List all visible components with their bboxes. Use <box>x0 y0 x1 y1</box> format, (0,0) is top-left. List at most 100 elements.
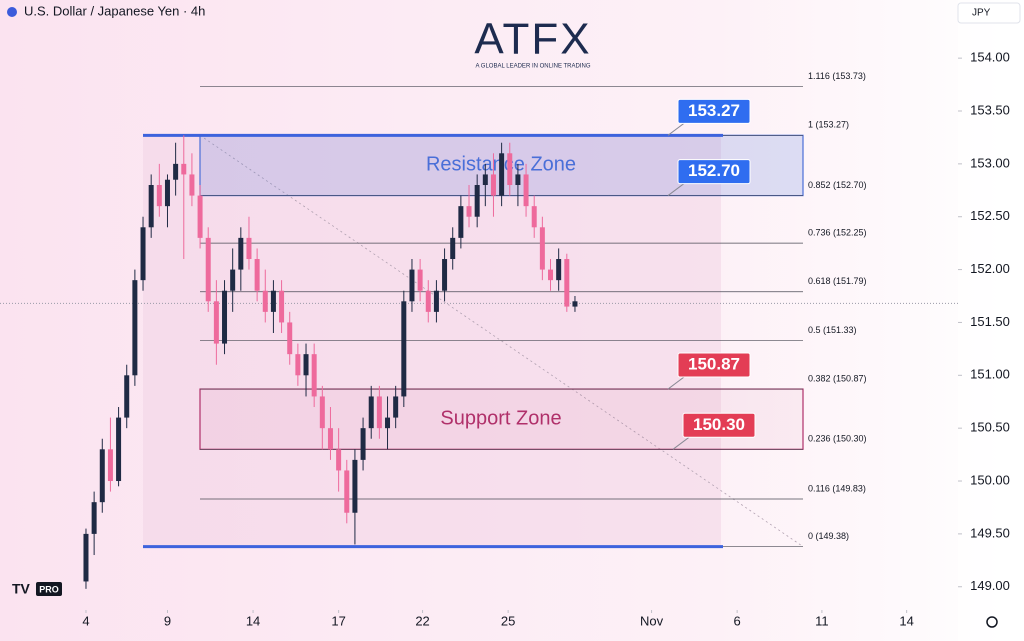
y-tick-label: 149.50 <box>970 525 1010 540</box>
candle-body <box>417 269 423 291</box>
candle-body <box>164 179 170 207</box>
logo-tagline: A GLOBAL LEADER IN ONLINE TRADING <box>475 64 590 70</box>
candle-body <box>507 153 513 186</box>
candle-body <box>336 449 342 471</box>
candle-body <box>222 290 228 344</box>
y-tick-label: 152.50 <box>970 208 1010 223</box>
candle-body <box>515 174 521 186</box>
candle-body <box>173 163 179 180</box>
callout-box <box>677 98 751 124</box>
callout-box <box>677 159 751 185</box>
flag-icon <box>7 7 17 17</box>
candle-body <box>181 163 187 175</box>
fib-label: 0.736 (152.25) <box>808 228 867 238</box>
callout-box <box>677 352 751 378</box>
x-tick-label: 25 <box>501 613 515 628</box>
fib-label: 1.116 (153.73) <box>808 71 866 81</box>
candle-body <box>91 502 97 534</box>
callout-label: 152.70 <box>688 161 740 180</box>
x-tick-label: 4 <box>82 613 89 628</box>
callout-box <box>682 412 756 438</box>
y-tick-label: 151.50 <box>970 314 1010 329</box>
candle-body <box>539 227 545 270</box>
candle-body <box>490 174 496 196</box>
candle-body <box>376 396 382 429</box>
candle-body <box>132 280 138 376</box>
x-tick-label: 14 <box>246 613 260 628</box>
guide-line <box>199 134 804 547</box>
plot-area: 149.00 149.50 150.00 150.50 151.00 151.50 152.… <box>0 50 1010 628</box>
candle-body <box>499 153 505 196</box>
logo: ATFX <box>474 15 591 64</box>
candle-body <box>254 259 260 291</box>
price-scale-bg <box>958 0 1024 641</box>
y-tick-label: 153.50 <box>970 102 1010 117</box>
candle-body <box>319 396 325 429</box>
candle-body <box>327 428 333 450</box>
candle-body <box>433 290 439 312</box>
fib-label: 0.382 (150.87) <box>808 373 867 383</box>
candle-body <box>474 185 480 217</box>
candle-body <box>246 237 252 260</box>
candle-body <box>466 206 472 217</box>
candle-body <box>352 459 358 513</box>
candle-body <box>238 237 244 270</box>
candle-body <box>450 237 456 260</box>
candle-body <box>83 533 89 582</box>
candle-body <box>368 396 374 429</box>
zone-label: Support Zone <box>440 407 561 429</box>
candle-body <box>393 396 399 418</box>
fib-label: 1 (153.27) <box>808 120 849 130</box>
candle-body <box>523 174 529 207</box>
candle-body <box>124 375 130 418</box>
candle-body <box>148 185 154 228</box>
candle-body <box>230 269 236 291</box>
range-shade <box>143 135 721 547</box>
candle-body <box>458 206 464 238</box>
fib-label: 0.116 (149.83) <box>808 483 866 493</box>
candle-body <box>556 259 562 281</box>
candle-body <box>99 449 105 503</box>
callout-pointer <box>667 376 685 390</box>
candle-body <box>287 322 293 355</box>
candle-body <box>360 428 366 460</box>
candle-body <box>140 227 146 281</box>
candle-body <box>279 290 285 323</box>
fib-label: 0 (149.38) <box>808 531 849 541</box>
candle-body <box>189 174 195 196</box>
candle-body <box>262 290 268 312</box>
candle-body <box>156 185 162 207</box>
settings-icon[interactable] <box>986 616 998 628</box>
candle-body <box>311 354 317 397</box>
fib-label: 0.852 (152.70) <box>808 180 867 190</box>
candle-body <box>213 301 219 344</box>
y-tick-label: 149.00 <box>970 578 1010 593</box>
candle-body <box>270 290 276 312</box>
fib-label: 0.618 (151.79) <box>808 276 867 286</box>
candle-body <box>425 290 431 312</box>
candle-body <box>409 269 415 302</box>
candle-body <box>564 259 570 307</box>
candle-body <box>116 417 122 482</box>
tv-logo: TV <box>12 581 31 597</box>
candle-body <box>205 237 211 302</box>
x-tick-label: 14 <box>899 613 913 628</box>
candle-body <box>107 449 113 482</box>
symbol-title: U.S. Dollar / Japanese Yen · 4h <box>24 3 205 18</box>
callout-label: 150.30 <box>693 415 745 434</box>
x-tick-label: 9 <box>164 613 171 628</box>
y-tick-label: 154.00 <box>970 50 1010 65</box>
x-tick-label: Nov <box>640 613 664 628</box>
fib-label: 0.5 (151.33) <box>808 325 857 335</box>
callout-label: 150.87 <box>688 355 740 374</box>
callout-pointer <box>667 122 685 136</box>
candle-body <box>295 354 301 376</box>
currency: JPY <box>972 8 991 19</box>
x-tick-label: 11 <box>815 613 829 628</box>
x-tick-label: 22 <box>415 613 429 628</box>
candle-body <box>344 470 350 513</box>
candle-body <box>401 301 407 397</box>
candle-body <box>303 354 309 376</box>
y-tick-label: 150.50 <box>970 420 1010 435</box>
currency-box[interactable] <box>957 2 1021 24</box>
